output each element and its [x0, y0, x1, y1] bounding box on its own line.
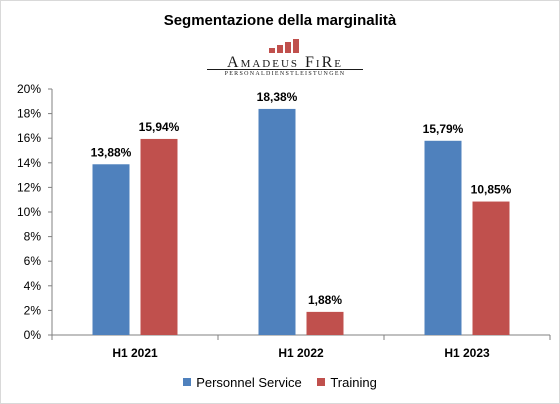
- y-tick-label: 20%: [17, 82, 41, 96]
- data-label: 10,85%: [471, 183, 512, 197]
- data-label: 1,88%: [308, 293, 342, 307]
- legend: Personnel Service Training: [0, 374, 560, 390]
- y-tick-label: 14%: [17, 156, 41, 170]
- bars-group: [92, 108, 510, 336]
- y-tick-label: 10%: [17, 205, 41, 219]
- bar-training: [140, 138, 178, 335]
- logo-wordmark: Amadeus FiRe: [227, 54, 343, 71]
- bar-personnel-service: [92, 164, 130, 335]
- y-tick-label: 16%: [17, 131, 41, 145]
- logo-tagline: PERSONALDIENSTLEISTUNGEN: [205, 69, 365, 77]
- legend-swatch-personnel-service: [183, 378, 192, 386]
- y-tick-label: 6%: [24, 254, 42, 268]
- amadeus-fire-logo: Amadeus FiRe PERSONALDIENSTLEISTUNGEN: [205, 38, 365, 78]
- data-label: 15,94%: [139, 120, 180, 134]
- y-tick-label: 0%: [24, 328, 42, 342]
- bar-personnel-service: [424, 140, 462, 335]
- y-tick-label: 8%: [24, 230, 42, 244]
- logo-bars-icon: [269, 39, 299, 53]
- legend-label-training: Training: [330, 374, 377, 390]
- y-tick-label: 2%: [24, 303, 42, 317]
- legend-label-personnel-service: Personnel Service: [196, 374, 302, 390]
- x-tick-label: H1 2021: [112, 346, 158, 360]
- data-label: 18,38%: [257, 90, 298, 104]
- y-axis: 0% 2% 4% 6% 8% 10% 12% 14% 16% 18% 20%: [17, 82, 53, 342]
- bar-personnel-service: [258, 108, 296, 336]
- bar-training: [306, 311, 344, 335]
- chart-title: Segmentazione della marginalità: [163, 12, 397, 29]
- legend-item-personnel-service: Personnel Service: [183, 375, 302, 390]
- y-tick-label: 12%: [17, 180, 41, 194]
- x-tick-label: H1 2022: [278, 346, 324, 360]
- data-labels-group: 13,88% 15,94% 18,38% 1,88% 15,79% 10,85%: [91, 90, 512, 307]
- legend-item-training: Training: [317, 374, 377, 390]
- bar-training: [472, 201, 510, 335]
- x-tick-label: H1 2023: [444, 346, 490, 360]
- legend-swatch-training: [317, 378, 326, 386]
- data-label: 15,79%: [423, 122, 464, 136]
- data-label: 13,88%: [91, 145, 132, 159]
- x-axis: H1 2021 H1 2022 H1 2023: [51, 334, 551, 360]
- y-tick-label: 4%: [24, 279, 42, 293]
- y-tick-label: 18%: [17, 107, 41, 121]
